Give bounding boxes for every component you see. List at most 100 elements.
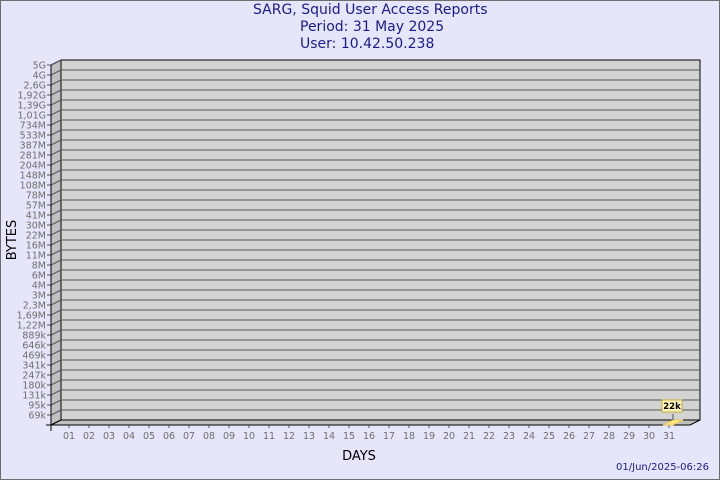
x-tick-label: 22 — [483, 431, 495, 442]
y-tick-label: 78M — [26, 191, 46, 202]
x-tick-label: 30 — [643, 431, 655, 442]
x-tick-label: 31 — [663, 431, 675, 442]
y-tick-label: 341k — [22, 361, 46, 372]
y-tick-diagonal — [50, 329, 62, 336]
y-tick-diagonal — [50, 89, 62, 96]
y-tick-diagonal — [50, 389, 62, 396]
y-tick-label: 30M — [26, 221, 46, 232]
x-tick-label: 27 — [583, 431, 595, 442]
y-tick-diagonal — [50, 289, 62, 296]
x-tick-label: 28 — [603, 431, 615, 442]
chart-title: SARG, Squid User Access Reports — [253, 2, 488, 18]
y-tick-diagonal — [50, 399, 62, 406]
x-tick-label: 05 — [143, 431, 155, 442]
x-tick-label: 18 — [403, 431, 415, 442]
y-tick-diagonal — [50, 229, 62, 236]
y-tick-label: 533M — [20, 131, 46, 142]
y-tick-diagonal — [50, 259, 62, 266]
y-tick-diagonal — [50, 269, 62, 276]
x-tick-label: 03 — [103, 431, 115, 442]
y-tick-label: 204M — [20, 161, 46, 172]
y-tick-diagonal — [50, 99, 62, 106]
y-tick-diagonal — [50, 339, 62, 346]
y-tick-label: 469k — [22, 351, 46, 362]
x-tick-label: 16 — [363, 431, 375, 442]
x-tick-label: 07 — [183, 431, 195, 442]
y-tick-diagonal — [50, 309, 62, 316]
x-tick-label: 06 — [163, 431, 175, 442]
x-tick-label: 23 — [503, 431, 515, 442]
y-tick-label: 1,69M — [17, 311, 46, 322]
y-tick-label: 4M — [32, 281, 46, 292]
y-tick-label: 734M — [20, 121, 46, 132]
x-tick-label: 08 — [203, 431, 215, 442]
x-tick-label: 24 — [523, 431, 535, 442]
y-tick-diagonal — [50, 169, 62, 176]
y-tick-label: 889k — [22, 331, 46, 342]
y-tick-label: 57M — [26, 201, 46, 212]
y-tick-diagonal — [50, 219, 62, 226]
y-tick-label: 4G — [33, 71, 46, 82]
y-tick-diagonal — [50, 409, 62, 416]
y-tick-label: 95k — [28, 401, 46, 412]
y-tick-diagonal — [50, 359, 62, 366]
y-tick-diagonal — [50, 209, 62, 216]
y-tick-label: 1,22M — [17, 321, 46, 332]
x-tick-label: 10 — [243, 431, 255, 442]
y-tick-diagonal — [50, 129, 62, 136]
x-tick-label: 02 — [83, 431, 95, 442]
y-tick-label: 41M — [26, 211, 46, 222]
x-tick-label: 14 — [323, 431, 335, 442]
x-tick-label: 25 — [543, 431, 555, 442]
y-tick-label: 11M — [26, 251, 46, 262]
chart-subtitle-period: Period: 31 May 2025 — [300, 19, 444, 35]
y-tick-diagonal — [50, 119, 62, 126]
y-tick-diagonal — [50, 349, 62, 356]
y-axis-label: BYTES — [5, 220, 20, 261]
y-tick-diagonal — [50, 299, 62, 306]
y-tick-label: 16M — [26, 241, 46, 252]
y-tick-diagonal — [50, 69, 62, 76]
x-tick-label: 13 — [303, 431, 315, 442]
x-axis-label: DAYS — [342, 449, 376, 464]
x-tick-label: 01 — [63, 431, 75, 442]
y-tick-label: 247k — [22, 371, 46, 382]
y-tick-label: 281M — [20, 151, 46, 162]
y-tick-diagonal — [50, 379, 62, 386]
x-tick-label: 15 — [343, 431, 355, 442]
y-tick-diagonal — [50, 239, 62, 246]
y-tick-diagonal — [50, 179, 62, 186]
y-tick-label: 22M — [26, 231, 46, 242]
y-tick-diagonal — [50, 59, 62, 66]
y-tick-diagonal — [50, 159, 62, 166]
y-tick-diagonal — [50, 149, 62, 156]
plot-area: 5G4G2,6G1,92G1,39G1,01G734M533M387M281M2… — [17, 59, 701, 442]
y-tick-label: 8M — [32, 261, 46, 272]
x-tick-label: 26 — [563, 431, 575, 442]
y-tick-diagonal — [50, 279, 62, 286]
y-tick-label: 1,92G — [17, 91, 46, 102]
data-label-box — [661, 399, 683, 413]
bar — [662, 419, 684, 426]
y-tick-diagonal — [50, 79, 62, 86]
y-tick-diagonal — [50, 139, 62, 146]
y-tick-label: 2,3M — [23, 301, 46, 312]
x-tick-label: 17 — [383, 431, 395, 442]
y-tick-diagonal — [50, 369, 62, 376]
y-tick-diagonal — [50, 249, 62, 256]
y-tick-diagonal — [50, 199, 62, 206]
x-tick-label: 11 — [263, 431, 275, 442]
y-tick-label: 2,6G — [24, 81, 46, 92]
y-tick-label: 387M — [20, 141, 46, 152]
x-tick-label: 20 — [443, 431, 455, 442]
y-tick-label: 1,39G — [17, 101, 46, 112]
x-tick-label: 21 — [463, 431, 475, 442]
y-tick-label: 69k — [28, 411, 46, 422]
x-tick-label: 12 — [283, 431, 295, 442]
y-tick-diagonal — [50, 319, 62, 326]
y-tick-label: 148M — [20, 171, 46, 182]
y-tick-label: 5G — [33, 61, 46, 72]
y-tick-label: 108M — [20, 181, 46, 192]
y-tick-label: 180k — [22, 381, 46, 392]
